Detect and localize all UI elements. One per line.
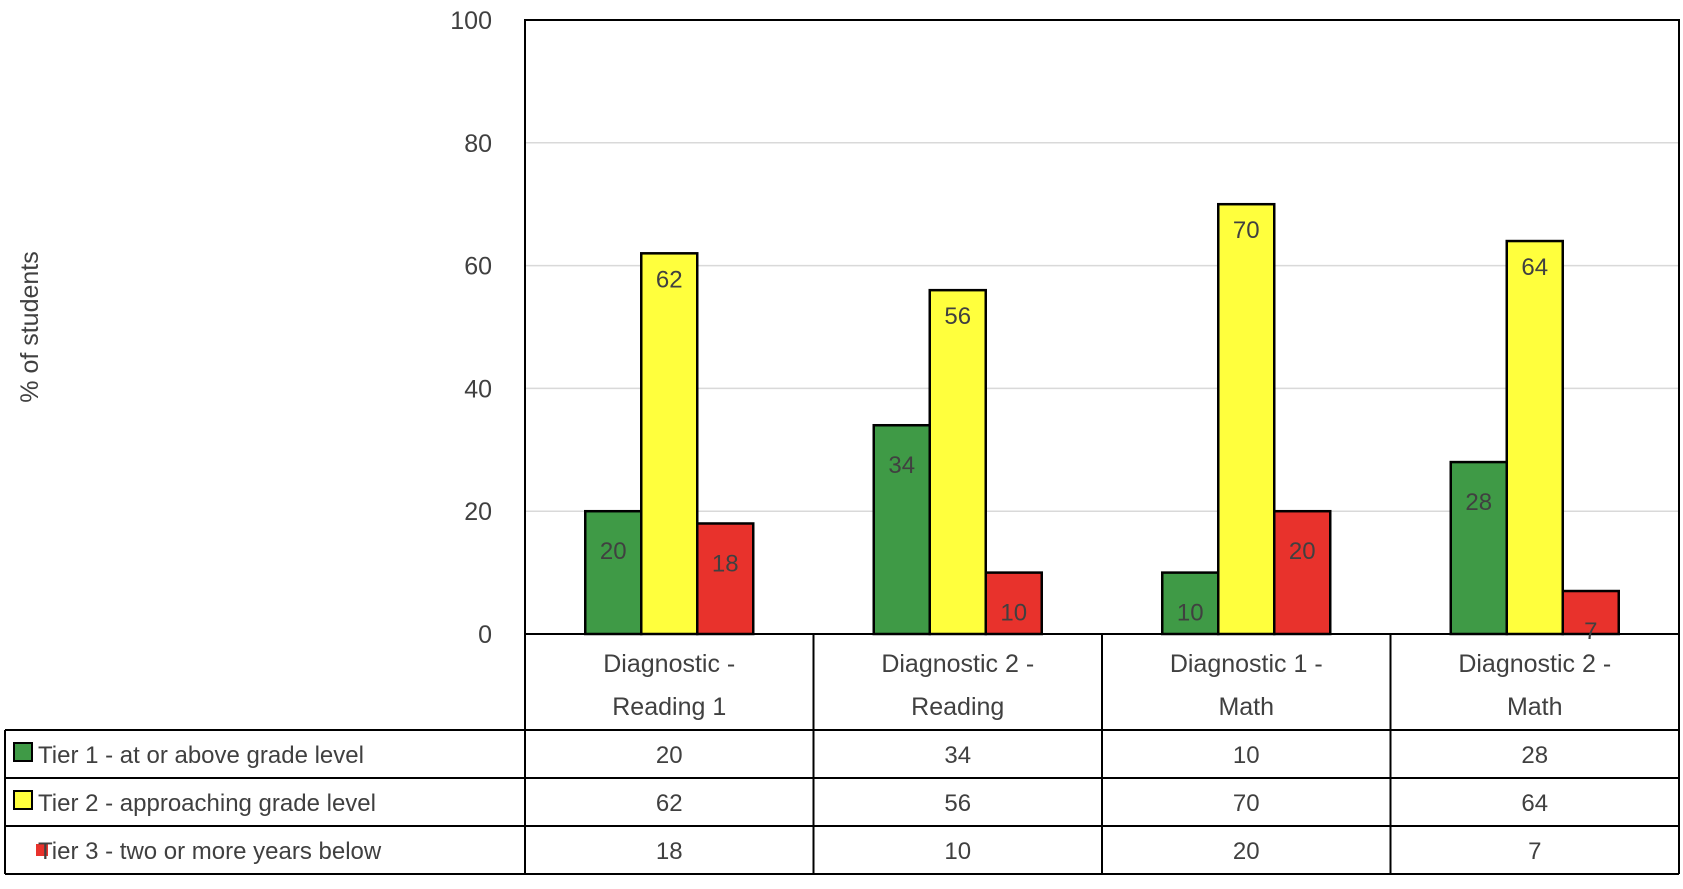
category-label: Diagnostic 1 - — [1170, 650, 1323, 678]
data-label: 28 — [1465, 489, 1492, 516]
bar — [1449, 460, 1508, 636]
legend-label: Tier 2 - approaching grade level — [38, 790, 376, 817]
table-cell: 20 — [656, 742, 683, 769]
bar — [1273, 509, 1332, 636]
legend-label: Tier 1 - at or above grade level — [38, 742, 364, 769]
category-label: Diagnostic 2 - — [881, 650, 1034, 678]
table-cell: 62 — [656, 790, 683, 817]
category-label: Diagnostic 2 - — [1458, 650, 1611, 678]
data-label: 7 — [1584, 618, 1597, 645]
data-label: 56 — [944, 303, 971, 330]
y-tick-label: 60 — [464, 253, 492, 281]
table-cell: 70 — [1233, 790, 1260, 817]
bar — [1161, 571, 1220, 636]
category-label: Math — [1218, 693, 1274, 721]
table-cell: 34 — [944, 742, 971, 769]
bar — [1217, 202, 1276, 636]
table-cell: 56 — [944, 790, 971, 817]
bar — [696, 522, 755, 636]
table-cell: 10 — [944, 838, 971, 865]
data-label: 64 — [1521, 254, 1548, 281]
data-label: 10 — [1000, 600, 1027, 627]
table-cell: 20 — [1233, 838, 1260, 865]
legend-key — [13, 790, 33, 810]
y-axis-title: % of students — [16, 251, 44, 402]
bar — [872, 423, 931, 636]
category-label: Reading — [911, 693, 1004, 721]
category-label: Math — [1507, 693, 1563, 721]
data-label: 20 — [600, 538, 627, 565]
table-cell: 28 — [1521, 742, 1548, 769]
y-tick-label: 80 — [464, 130, 492, 158]
legend-key — [13, 742, 33, 762]
data-label: 18 — [712, 550, 739, 577]
legend-label: Tier 3 - two or more years below — [38, 838, 382, 865]
category-label: Diagnostic - — [603, 650, 735, 678]
y-tick-label: 40 — [464, 375, 492, 403]
bar — [584, 509, 643, 636]
bar — [640, 252, 699, 636]
data-label: 70 — [1233, 217, 1260, 244]
category-label: Reading 1 — [612, 693, 726, 721]
data-label: 20 — [1289, 538, 1316, 565]
y-tick-label: 0 — [478, 621, 492, 649]
y-tick-label: 100 — [450, 7, 492, 35]
table-cell: 64 — [1521, 790, 1548, 817]
data-label: 10 — [1177, 600, 1204, 627]
table-cell: 7 — [1528, 838, 1541, 865]
y-tick-label: 20 — [464, 498, 492, 526]
bar — [1505, 239, 1564, 636]
data-label: 62 — [656, 266, 683, 293]
bar — [1561, 589, 1620, 636]
bar — [928, 288, 987, 636]
data-label: 34 — [888, 452, 915, 479]
table-cell: 10 — [1233, 742, 1260, 769]
legend-key — [36, 844, 48, 856]
table-cell: 18 — [656, 838, 683, 865]
bar — [984, 571, 1043, 636]
